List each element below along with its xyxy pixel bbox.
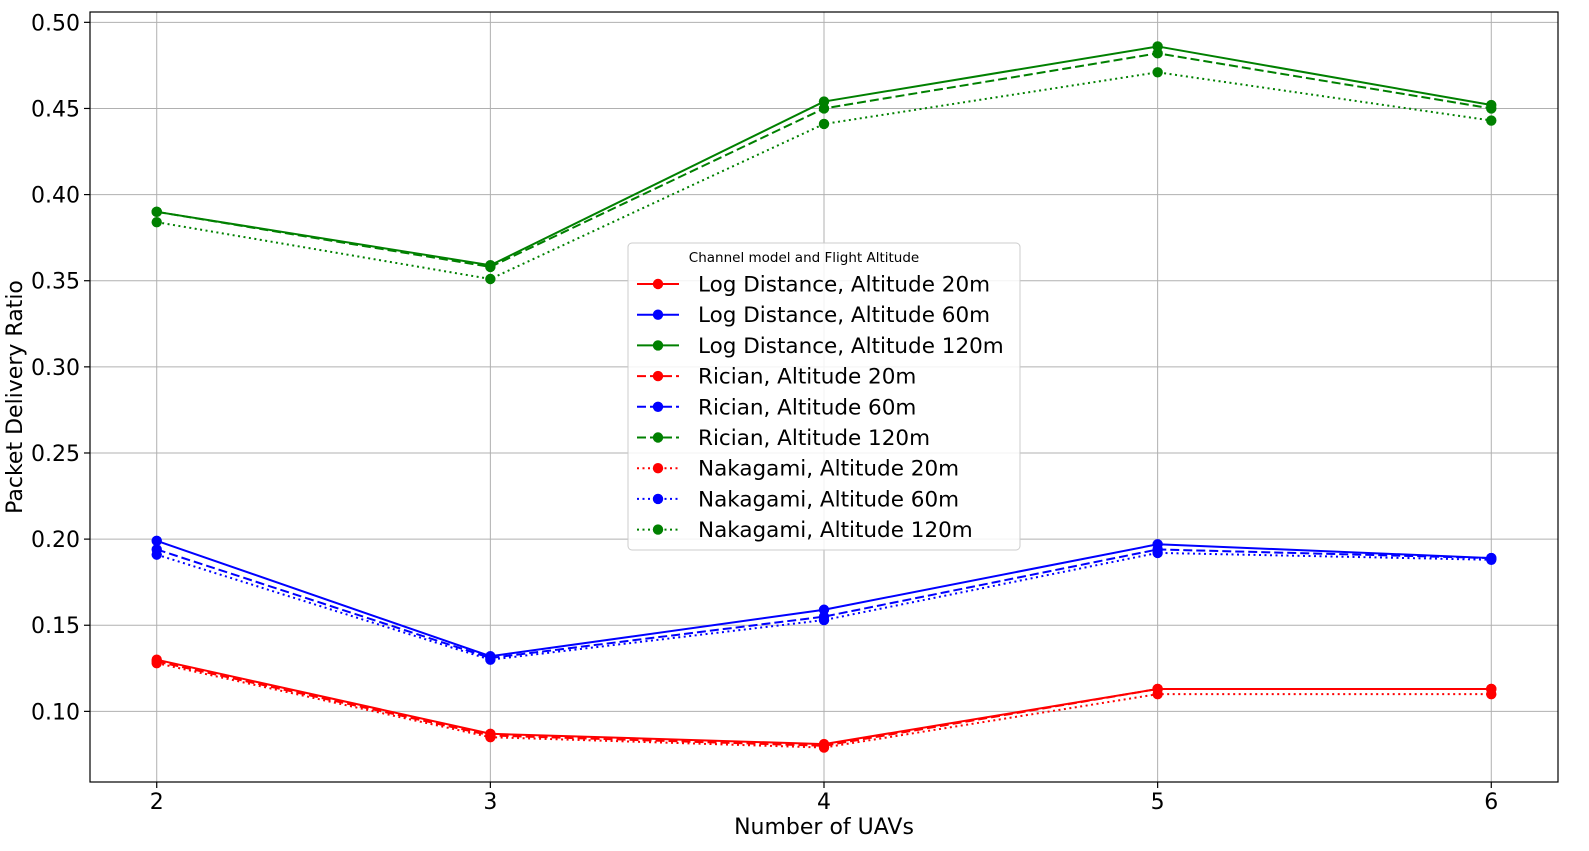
x-tick-label: 6 (1484, 790, 1498, 815)
series-line (156, 548, 1492, 659)
series-6 (151, 48, 1497, 273)
x-tick-label: 2 (150, 790, 164, 815)
plot-area-frame (89, 11, 1559, 783)
y-tick-label: 0.40 (31, 184, 80, 209)
axis-ticks: 2 3 4 5 6 0.10 0.15 0.20 0.25 0.30 0.35 0.40 0.45 0.5… (31, 11, 1498, 815)
data-point (485, 654, 496, 665)
data-point (1486, 554, 1497, 565)
legend-item: Nakagami, Altitude 60m (637, 487, 959, 512)
data-point (485, 732, 496, 743)
legend-item: Log Distance, Altitude 60m (637, 303, 990, 328)
data-point (818, 742, 830, 753)
data-point (1152, 547, 1163, 559)
x-axis-title: Number of UAVs (734, 815, 914, 840)
legend-label: Nakagami, Altitude 120m (698, 518, 973, 543)
series-line (156, 660, 1492, 747)
x-tick-label: 3 (483, 790, 497, 815)
data-point (151, 549, 162, 560)
series-line (156, 71, 1492, 281)
x-tick-label: 4 (817, 790, 831, 815)
legend-label: Nakagami, Altitude 20m (698, 457, 959, 482)
x-tick-label: 5 (1151, 790, 1165, 815)
y-tick-label: 0.35 (31, 270, 80, 295)
y-axis-title: Packet Delivery Ratio (3, 280, 28, 514)
legend-item: Nakagami, Altitude 120m (637, 518, 973, 543)
data-point (1486, 115, 1497, 126)
legend-label: Rician, Altitude 60m (698, 395, 916, 420)
legend-marker (652, 340, 664, 351)
legend-label: Rician, Altitude 120m (698, 426, 930, 451)
legend-label: Log Distance, Altitude 120m (698, 334, 1004, 359)
data-point (151, 657, 162, 669)
legend-label: Log Distance, Altitude 20m (698, 273, 990, 298)
y-tick-label: 0.25 (31, 442, 80, 467)
data-point (485, 261, 496, 273)
data-point (151, 216, 162, 228)
data-point (1486, 688, 1497, 700)
data-point (1486, 103, 1497, 114)
data-point (818, 103, 830, 114)
legend: Channel model and Flight Altitude Log Di… (627, 242, 1021, 551)
legend-item: Rician, Altitude 120m (637, 426, 930, 451)
data-point (1152, 688, 1163, 700)
legend-title: Channel model and Flight Altitude (689, 250, 919, 266)
y-tick-label: 0.10 (31, 700, 80, 725)
legend-marker (652, 401, 664, 412)
data-point (1152, 67, 1163, 78)
legend-label: Nakagami, Altitude 60m (698, 487, 959, 512)
legend-item: Rician, Altitude 20m (637, 365, 916, 390)
series-8 (151, 547, 1497, 665)
legend-marker (652, 432, 664, 443)
legend-item: Log Distance, Altitude 20m (637, 273, 990, 298)
legend-marker (652, 309, 664, 320)
data-point (485, 273, 496, 285)
series-9 (151, 67, 1497, 285)
legend-label: Rician, Altitude 20m (698, 365, 916, 390)
data-point (1152, 48, 1163, 59)
legend-box (627, 242, 1021, 551)
legend-marker (652, 463, 664, 474)
legend-marker (652, 370, 664, 382)
legend-marker (652, 493, 664, 505)
legend-marker (652, 278, 664, 290)
legend-marker (652, 524, 664, 535)
legend-item: Rician, Altitude 60m (637, 395, 916, 420)
y-tick-label: 0.20 (31, 528, 80, 553)
series-lines (151, 41, 1497, 753)
data-point (151, 535, 162, 547)
legend-item: Log Distance, Altitude 120m (637, 334, 1004, 359)
data-point (151, 206, 162, 218)
y-tick-label: 0.30 (31, 356, 80, 381)
series-7 (151, 657, 1497, 753)
y-tick-label: 0.50 (31, 11, 80, 36)
legend-label: Log Distance, Altitude 60m (698, 303, 990, 328)
y-tick-label: 0.15 (31, 614, 80, 639)
data-point (818, 614, 830, 626)
legend-item: Nakagami, Altitude 20m (637, 457, 959, 482)
data-point (818, 118, 830, 130)
y-tick-label: 0.45 (31, 97, 80, 122)
legend-items: Log Distance, Altitude 20m Log Distance, … (637, 273, 1004, 543)
